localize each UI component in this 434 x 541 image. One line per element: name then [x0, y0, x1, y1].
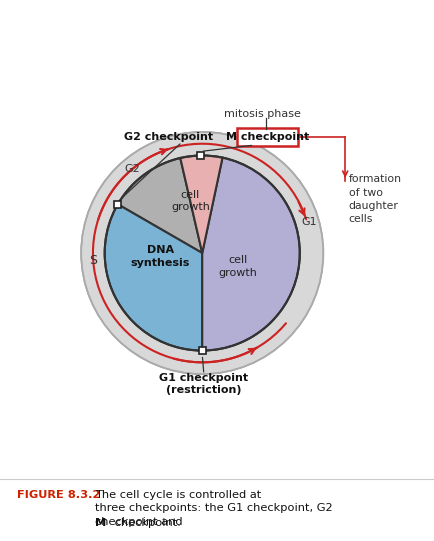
FancyBboxPatch shape [237, 128, 298, 146]
Text: mitosis phase: mitosis phase [224, 109, 301, 119]
FancyBboxPatch shape [199, 347, 206, 354]
Text: G1 checkpoint
(restriction): G1 checkpoint (restriction) [159, 373, 249, 395]
Text: S: S [89, 254, 97, 267]
Circle shape [81, 132, 323, 374]
Wedge shape [202, 157, 300, 351]
Text: DNA
synthesis: DNA synthesis [131, 245, 190, 268]
Text: G1: G1 [302, 217, 317, 227]
FancyBboxPatch shape [197, 152, 204, 159]
Circle shape [105, 155, 300, 351]
Text: formation
of two
daughter
cells: formation of two daughter cells [349, 174, 401, 224]
Text: G2 checkpoint: G2 checkpoint [124, 132, 213, 142]
Text: M checkpoint: M checkpoint [226, 132, 309, 142]
Text: G2: G2 [124, 164, 140, 174]
Text: checkpoint.: checkpoint. [111, 518, 181, 527]
Text: cell
growth: cell growth [218, 255, 257, 278]
Text: The cell cycle is controlled at
three checkpoints: the G1 checkpoint, G2
checkpo: The cell cycle is controlled at three ch… [95, 490, 333, 527]
Wedge shape [180, 155, 223, 253]
Text: FIGURE 8.3.2: FIGURE 8.3.2 [17, 490, 101, 499]
Text: cell
growth: cell growth [171, 190, 210, 212]
Text: M: M [95, 518, 107, 527]
Wedge shape [118, 158, 202, 253]
FancyBboxPatch shape [114, 201, 121, 208]
Wedge shape [105, 204, 202, 351]
